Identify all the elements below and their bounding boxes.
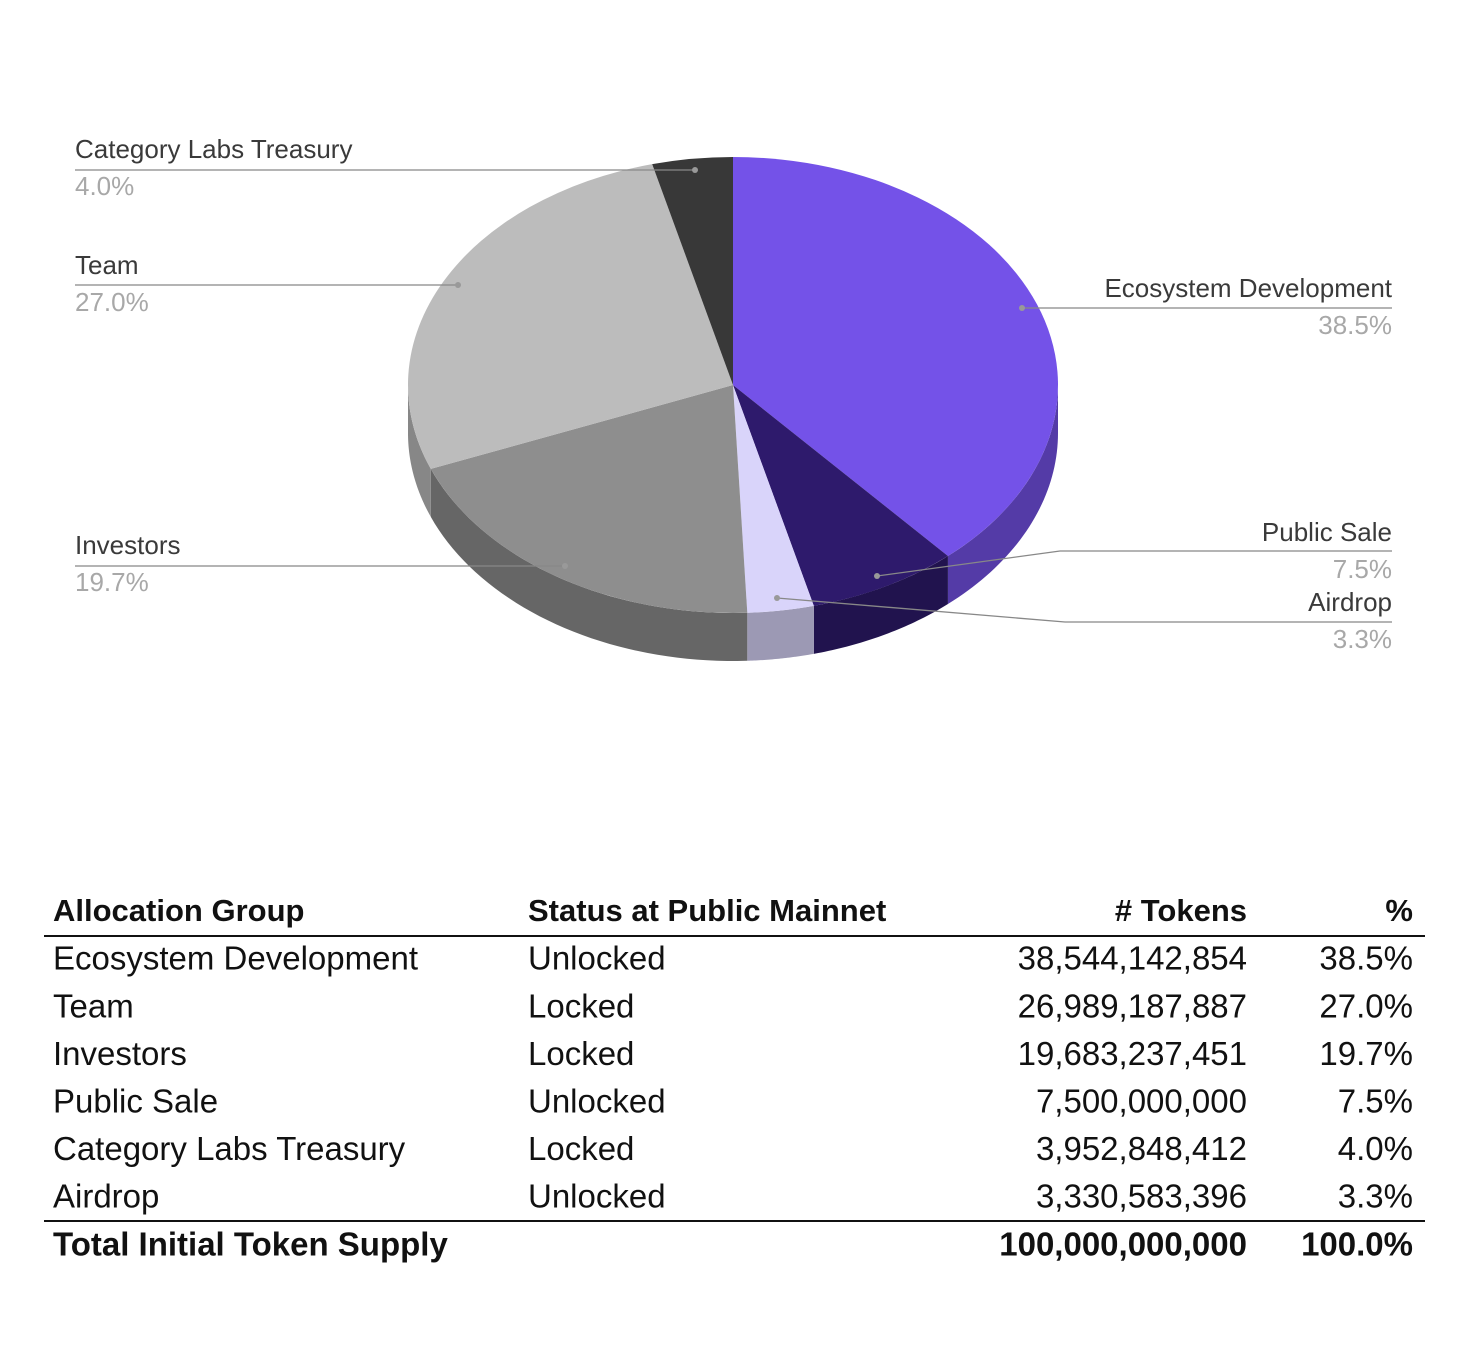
slice-label: Ecosystem Development [1104,273,1392,303]
table-cell: Unlocked [528,940,666,977]
table-cell: 38.5% [1319,940,1413,977]
leader-dot [562,563,568,569]
table-cell: 4.0% [1338,1130,1413,1167]
slice-side [747,605,814,661]
table-cell: 3.3% [1338,1178,1413,1215]
slice-label: Airdrop [1308,587,1392,617]
table-cell: 27.0% [1319,987,1413,1024]
table-cell: 7.5% [1338,1083,1413,1120]
table-cell: 38,544,142,854 [1018,940,1247,977]
slice-side [430,468,748,661]
table-total: Total Initial Token Supply [53,1226,448,1263]
leader-dot [1019,305,1025,311]
leader-line [876,550,1392,577]
table-header: Status at Public Mainnet [528,893,886,928]
table-cell: Locked [528,1130,634,1167]
table-cell: Category Labs Treasury [53,1130,406,1167]
leader-dot [774,595,780,601]
leader-dot [455,282,461,288]
table-cell: Locked [528,1035,634,1072]
table-cell: Airdrop [53,1178,159,1215]
leader-dot [874,573,880,579]
slice [733,157,1058,557]
table-cell: Investors [53,1035,187,1072]
slice [733,385,948,606]
slice [408,164,733,469]
table-cell: Public Sale [53,1083,218,1120]
table-cell: 3,952,848,412 [1036,1130,1247,1167]
table-cell: 26,989,187,887 [1018,987,1247,1024]
table-total: 100.0% [1301,1226,1413,1263]
slice-value: 27.0% [75,287,149,317]
table-cell: Locked [528,987,634,1024]
slice-side [947,385,1058,605]
slice-side [408,385,431,517]
slice [733,385,814,613]
slice-label: Category Labs Treasury [75,134,352,164]
slice [430,385,748,613]
slice-value: 4.0% [75,171,134,201]
table-total: 100,000,000,000 [999,1226,1247,1263]
slice-side [813,556,948,654]
slice-label: Public Sale [1262,517,1392,547]
slice [652,157,733,385]
leader-line [776,597,1392,623]
table-cell: 19.7% [1319,1035,1413,1072]
slice-value: 19.7% [75,567,149,597]
slice-label: Team [75,250,139,280]
table-cell: Team [53,987,134,1024]
table-header: % [1385,893,1413,928]
table-cell: 19,683,237,451 [1018,1035,1247,1072]
table-cell: Unlocked [528,1083,666,1120]
slice-value: 7.5% [1333,554,1392,584]
leader-dot [692,167,698,173]
table-cell: Ecosystem Development [53,940,418,977]
slice-value: 3.3% [1333,624,1392,654]
table-cell: 3,330,583,396 [1036,1178,1247,1215]
table-header: # Tokens [1115,893,1247,928]
table-cell: 7,500,000,000 [1036,1083,1247,1120]
slice-label: Investors [75,530,181,560]
slice-value: 38.5% [1318,310,1392,340]
table-header: Allocation Group [53,893,304,928]
table-cell: Unlocked [528,1178,666,1215]
